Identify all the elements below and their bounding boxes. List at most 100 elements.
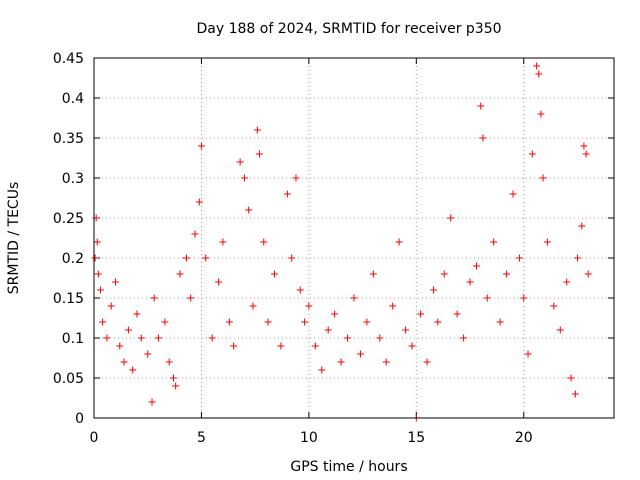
data-point — [165, 358, 173, 366]
data-point — [430, 286, 438, 294]
data-point — [490, 238, 498, 246]
data-point — [154, 334, 162, 342]
data-point — [571, 390, 579, 398]
data-point — [116, 342, 124, 350]
data-point — [556, 326, 564, 334]
data-point — [535, 70, 543, 78]
data-point — [230, 342, 238, 350]
data-point — [539, 174, 547, 182]
data-point — [447, 214, 455, 222]
y-tick-label: 0.1 — [62, 331, 84, 347]
data-point — [311, 342, 319, 350]
data-point — [172, 382, 180, 390]
data-point — [318, 366, 326, 374]
data-point — [137, 334, 145, 342]
data-point — [187, 294, 195, 302]
data-point — [301, 318, 309, 326]
data-point — [584, 270, 592, 278]
data-point — [324, 326, 332, 334]
y-tick-label: 0 — [75, 411, 84, 427]
data-point — [148, 398, 156, 406]
data-point — [191, 230, 199, 238]
y-tick-label: 0.3 — [62, 171, 84, 187]
data-point — [550, 302, 558, 310]
data-point — [460, 334, 468, 342]
y-axis-label: SRMTID / TECUs — [6, 182, 22, 295]
data-point — [255, 150, 263, 158]
data-point — [93, 238, 101, 246]
data-point — [144, 350, 152, 358]
data-point — [408, 342, 416, 350]
data-point — [563, 278, 571, 286]
data-point — [245, 206, 253, 214]
data-point — [150, 294, 158, 302]
data-point — [472, 262, 480, 270]
data-point — [543, 238, 551, 246]
data-point — [567, 374, 575, 382]
data-point — [103, 334, 111, 342]
data-point — [292, 174, 300, 182]
data-point — [270, 270, 278, 278]
data-point — [350, 294, 358, 302]
data-point — [305, 302, 313, 310]
data-point — [537, 110, 545, 118]
data-point — [382, 358, 390, 366]
data-point — [417, 310, 425, 318]
data-point — [124, 326, 132, 334]
data-point — [208, 334, 216, 342]
data-point — [533, 62, 541, 70]
data-point — [369, 270, 377, 278]
data-point — [176, 270, 184, 278]
data-point — [395, 238, 403, 246]
data-point — [477, 102, 485, 110]
y-tick-label: 0.45 — [53, 51, 84, 67]
data-point — [202, 254, 210, 262]
data-point — [277, 342, 285, 350]
data-point — [99, 318, 107, 326]
x-tick-label: 0 — [90, 430, 99, 446]
y-tick-label: 0.35 — [53, 131, 84, 147]
y-tick-label: 0.4 — [62, 91, 84, 107]
data-point — [376, 334, 384, 342]
data-point — [170, 374, 178, 382]
data-point — [515, 254, 523, 262]
x-tick-label: 20 — [515, 430, 533, 446]
data-point — [111, 278, 119, 286]
data-point — [503, 270, 511, 278]
data-point — [236, 158, 244, 166]
plot-frame — [93, 57, 615, 419]
data-point — [288, 254, 296, 262]
x-tick-label: 10 — [300, 430, 318, 446]
data-point — [466, 278, 474, 286]
data-point — [573, 254, 581, 262]
data-point — [296, 286, 304, 294]
data-point — [402, 326, 410, 334]
data-point — [225, 318, 233, 326]
data-point — [496, 318, 504, 326]
data-point — [389, 302, 397, 310]
data-point — [219, 238, 227, 246]
x-tick-label: 15 — [407, 430, 425, 446]
y-tick-label: 0.25 — [53, 211, 84, 227]
y-tick-label: 0.05 — [53, 371, 84, 387]
data-point — [520, 294, 528, 302]
x-axis-label: GPS time / hours — [290, 459, 407, 475]
data-point — [215, 278, 223, 286]
chart-title: Day 188 of 2024, SRMTID for receiver p35… — [196, 21, 501, 37]
data-point — [434, 318, 442, 326]
data-point — [580, 142, 588, 150]
data-point — [195, 198, 203, 206]
data-point — [423, 358, 431, 366]
data-point — [582, 150, 590, 158]
data-point — [133, 310, 141, 318]
data-point — [240, 174, 248, 182]
data-point — [161, 318, 169, 326]
data-point — [96, 286, 104, 294]
data-point — [253, 126, 261, 134]
data-point — [91, 254, 99, 262]
y-tick-label: 0.2 — [62, 251, 84, 267]
data-point — [356, 350, 364, 358]
data-point — [197, 142, 205, 150]
data-point — [453, 310, 461, 318]
